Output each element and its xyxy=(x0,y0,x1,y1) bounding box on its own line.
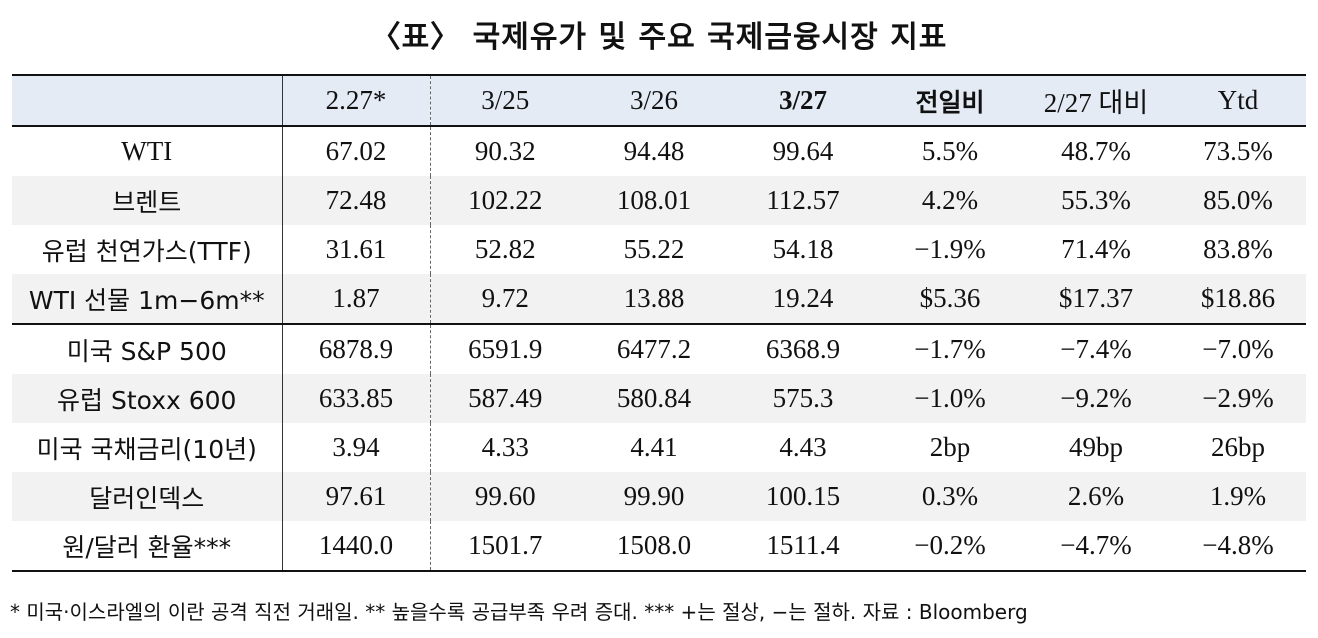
cell: 49bp xyxy=(1069,432,1123,462)
cell: −1.7% xyxy=(878,323,1022,374)
cell: 1440.0 xyxy=(282,521,431,572)
table-row: WTI 선물 1m−6m** 1.87 9.72 13.88 19.24 $5.… xyxy=(12,274,1306,324)
header-cell-change-vs-base: 2/27 대비 xyxy=(1022,74,1170,127)
table-row: 미국 국채금리(10년) 3.94 4.33 4.41 4.43 2bp 49b… xyxy=(12,423,1306,472)
cell: 1.87 xyxy=(282,274,431,324)
row-label: WTI 선물 1m−6m** xyxy=(12,274,283,324)
table-row: 유럽 Stoxx 600 633.85 587.49 580.84 575.3 … xyxy=(12,374,1306,423)
table-title: 〈표〉 국제유가 및 주요 국제금융시장 지표 xyxy=(370,20,948,55)
table-row: 브렌트 72.48 102.22 108.01 112.57 4.2% 55.3… xyxy=(12,176,1306,225)
footnote: * 미국·이스라엘의 이란 공격 직전 거래일. ** 높을수록 공급부족 우려… xyxy=(10,600,1028,624)
cell: 633.85 xyxy=(282,374,431,423)
cell: 4.41 xyxy=(630,432,678,462)
cell: 1.9% xyxy=(1209,481,1267,511)
cell: 580.84 xyxy=(616,383,692,413)
cell: 2.6% xyxy=(1067,481,1125,511)
cell: 6477.2 xyxy=(580,323,728,374)
cell: 575.3 xyxy=(772,383,834,413)
cell: −4.7% xyxy=(1022,521,1170,572)
cell: 55.3% xyxy=(1061,185,1131,215)
row-label: 미국 S&P 500 xyxy=(12,323,283,374)
cell: 6878.9 xyxy=(282,323,431,374)
cell: 54.18 xyxy=(772,234,834,264)
cell: 1501.7 xyxy=(430,521,580,572)
cell: 13.88 xyxy=(623,283,685,313)
row-label: WTI xyxy=(12,126,283,176)
cell: 31.61 xyxy=(282,225,431,274)
cell: 83.8% xyxy=(1203,234,1273,264)
header-cell-date: 3/25 xyxy=(430,74,580,127)
cell: 587.49 xyxy=(468,383,543,413)
cell: $17.37 xyxy=(1058,283,1134,313)
cell: 102.22 xyxy=(468,185,543,215)
row-label: 브렌트 xyxy=(12,176,283,225)
cell: 108.01 xyxy=(616,185,692,215)
cell: −2.9% xyxy=(1202,383,1274,413)
cell: 6368.9 xyxy=(728,323,878,374)
cell: 6591.9 xyxy=(430,323,580,374)
cell: 72.48 xyxy=(282,176,431,225)
cell: 99.60 xyxy=(474,481,536,511)
cell: −4.8% xyxy=(1170,521,1306,572)
cell: 1511.4 xyxy=(728,521,878,572)
cell: $5.36 xyxy=(919,283,981,313)
cell: 4.43 xyxy=(779,432,827,462)
cell: 19.24 xyxy=(772,283,834,313)
cell: 48.7% xyxy=(1061,136,1131,166)
cell: −0.2% xyxy=(878,521,1022,572)
table-row: 유럽 천연가스(TTF) 31.61 52.82 55.22 54.18 −1.… xyxy=(12,225,1306,274)
cell: 2bp xyxy=(929,432,971,462)
header-cell-ytd: Ytd xyxy=(1170,74,1306,127)
table-row: 원/달러 환율*** 1440.0 1501.7 1508.0 1511.4 −… xyxy=(12,521,1306,572)
header-cell-daily-change: 전일비 xyxy=(878,74,1022,127)
cell: $18.86 xyxy=(1200,283,1276,313)
header-cell-latest-date: 3/27 xyxy=(728,74,878,127)
cell: 55.22 xyxy=(623,234,685,264)
row-label: 미국 국채금리(10년) xyxy=(12,423,283,472)
header-cell-base-date: 2.27* xyxy=(282,74,431,127)
cell: 0.3% xyxy=(921,481,979,511)
cell: 67.02 xyxy=(282,126,431,176)
table-row: 미국 S&P 500 6878.9 6591.9 6477.2 6368.9 −… xyxy=(12,323,1306,374)
cell: 3.94 xyxy=(282,423,431,472)
cell: 99.90 xyxy=(623,481,685,511)
cell: 4.2% xyxy=(921,185,979,215)
cell: 4.33 xyxy=(481,432,529,462)
cell: 99.64 xyxy=(772,136,834,166)
market-indicators-table: 2.27* 3/25 3/26 3/27 전일비 2/27 대비 Ytd WTI… xyxy=(12,74,1306,572)
cell: −1.0% xyxy=(914,383,986,413)
cell: 94.48 xyxy=(623,136,685,166)
cell: 112.57 xyxy=(766,185,840,215)
cell: 100.15 xyxy=(765,481,841,511)
cell: 5.5% xyxy=(921,136,979,166)
cell: −1.9% xyxy=(914,234,986,264)
cell: 97.61 xyxy=(282,472,431,521)
cell: 26bp xyxy=(1211,432,1265,462)
table-row: WTI 67.02 90.32 94.48 99.64 5.5% 48.7% 7… xyxy=(12,126,1306,176)
cell: 90.32 xyxy=(474,136,536,166)
header-cell-date: 3/26 xyxy=(580,74,728,127)
row-label: 유럽 Stoxx 600 xyxy=(12,374,283,423)
cell: −9.2% xyxy=(1060,383,1132,413)
row-label: 유럽 천연가스(TTF) xyxy=(12,225,283,274)
cell: 9.72 xyxy=(481,283,529,313)
row-label: 달러인덱스 xyxy=(12,472,283,521)
cell: −7.0% xyxy=(1170,323,1306,374)
header-row: 2.27* 3/25 3/26 3/27 전일비 2/27 대비 Ytd xyxy=(12,74,1306,127)
row-label: 원/달러 환율*** xyxy=(12,521,283,572)
cell: 52.82 xyxy=(474,234,536,264)
header-cell-label xyxy=(12,74,283,127)
cell: 73.5% xyxy=(1203,136,1273,166)
cell: 71.4% xyxy=(1061,234,1131,264)
cell: 85.0% xyxy=(1203,185,1273,215)
cell: −7.4% xyxy=(1022,323,1170,374)
cell: 1508.0 xyxy=(580,521,728,572)
table-row: 달러인덱스 97.61 99.60 99.90 100.15 0.3% 2.6%… xyxy=(12,472,1306,521)
